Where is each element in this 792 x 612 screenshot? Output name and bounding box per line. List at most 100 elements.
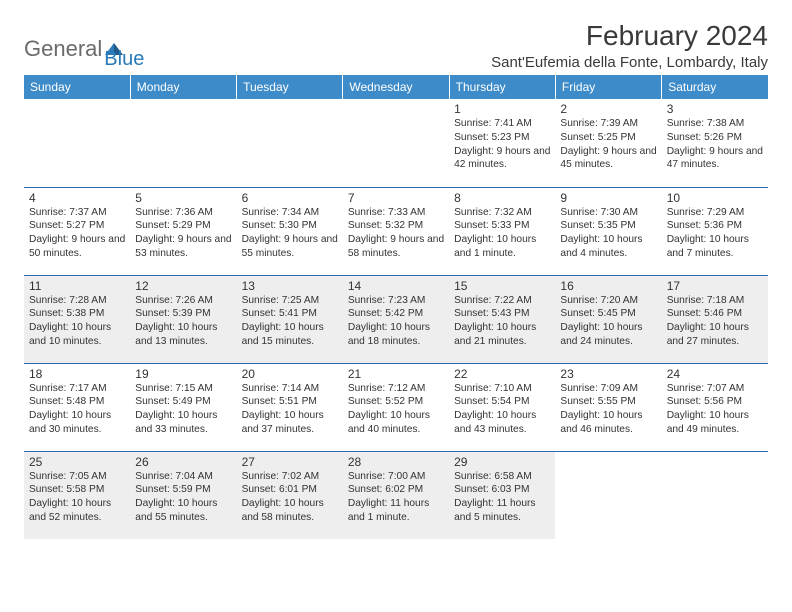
- daylight-line: Daylight: 10 hours and 46 minutes.: [560, 409, 656, 437]
- location-subtitle: Sant'Eufemia della Fonte, Lombardy, Ital…: [491, 54, 768, 71]
- day-number: 25: [29, 455, 125, 469]
- sunset-line: Sunset: 5:36 PM: [667, 219, 763, 233]
- sunset-line: Sunset: 5:43 PM: [454, 307, 550, 321]
- day-header: Tuesday: [237, 75, 343, 99]
- sunrise-line: Sunrise: 7:30 AM: [560, 206, 656, 220]
- daylight-line: Daylight: 11 hours and 5 minutes.: [454, 497, 550, 525]
- daylight-line: Daylight: 9 hours and 47 minutes.: [667, 145, 763, 173]
- sunrise-line: Sunrise: 7:32 AM: [454, 206, 550, 220]
- sunset-line: Sunset: 5:48 PM: [29, 395, 125, 409]
- day-number: 15: [454, 279, 550, 293]
- sunrise-line: Sunrise: 7:26 AM: [135, 294, 231, 308]
- day-number: 22: [454, 367, 550, 381]
- sunset-line: Sunset: 6:03 PM: [454, 483, 550, 497]
- calendar-day-cell: 26Sunrise: 7:04 AMSunset: 5:59 PMDayligh…: [130, 451, 236, 539]
- sunset-line: Sunset: 5:49 PM: [135, 395, 231, 409]
- daylight-line: Daylight: 10 hours and 43 minutes.: [454, 409, 550, 437]
- logo-text-blue: Blue: [104, 48, 144, 71]
- sunset-line: Sunset: 5:42 PM: [348, 307, 444, 321]
- calendar-week-row: 11Sunrise: 7:28 AMSunset: 5:38 PMDayligh…: [24, 275, 768, 363]
- sunset-line: Sunset: 5:35 PM: [560, 219, 656, 233]
- calendar-empty-cell: [555, 451, 661, 539]
- sunrise-line: Sunrise: 7:00 AM: [348, 470, 444, 484]
- header: General Blue February 2024 Sant'Eufemia …: [24, 20, 768, 71]
- daylight-line: Daylight: 10 hours and 37 minutes.: [242, 409, 338, 437]
- calendar-empty-cell: [662, 451, 768, 539]
- sunrise-line: Sunrise: 7:12 AM: [348, 382, 444, 396]
- calendar-day-cell: 19Sunrise: 7:15 AMSunset: 5:49 PMDayligh…: [130, 363, 236, 451]
- calendar-day-cell: 29Sunrise: 6:58 AMSunset: 6:03 PMDayligh…: [449, 451, 555, 539]
- daylight-line: Daylight: 10 hours and 15 minutes.: [242, 321, 338, 349]
- calendar-empty-cell: [24, 99, 130, 187]
- day-number: 10: [667, 191, 763, 205]
- day-number: 20: [242, 367, 338, 381]
- sunrise-line: Sunrise: 7:09 AM: [560, 382, 656, 396]
- day-number: 17: [667, 279, 763, 293]
- day-number: 24: [667, 367, 763, 381]
- sunset-line: Sunset: 5:54 PM: [454, 395, 550, 409]
- daylight-line: Daylight: 10 hours and 40 minutes.: [348, 409, 444, 437]
- daylight-line: Daylight: 10 hours and 7 minutes.: [667, 233, 763, 261]
- sunset-line: Sunset: 5:27 PM: [29, 219, 125, 233]
- day-number: 14: [348, 279, 444, 293]
- sunrise-line: Sunrise: 7:22 AM: [454, 294, 550, 308]
- calendar-day-cell: 21Sunrise: 7:12 AMSunset: 5:52 PMDayligh…: [343, 363, 449, 451]
- daylight-line: Daylight: 9 hours and 45 minutes.: [560, 145, 656, 173]
- day-number: 1: [454, 102, 550, 116]
- daylight-line: Daylight: 10 hours and 27 minutes.: [667, 321, 763, 349]
- sunrise-line: Sunrise: 7:29 AM: [667, 206, 763, 220]
- day-header: Thursday: [449, 75, 555, 99]
- day-number: 4: [29, 191, 125, 205]
- calendar-day-cell: 14Sunrise: 7:23 AMSunset: 5:42 PMDayligh…: [343, 275, 449, 363]
- sunrise-line: Sunrise: 7:33 AM: [348, 206, 444, 220]
- logo: General Blue: [24, 26, 144, 71]
- calendar-day-cell: 17Sunrise: 7:18 AMSunset: 5:46 PMDayligh…: [662, 275, 768, 363]
- sunrise-line: Sunrise: 7:14 AM: [242, 382, 338, 396]
- daylight-line: Daylight: 10 hours and 55 minutes.: [135, 497, 231, 525]
- calendar-table: SundayMondayTuesdayWednesdayThursdayFrid…: [24, 75, 768, 539]
- sunset-line: Sunset: 5:30 PM: [242, 219, 338, 233]
- calendar-day-cell: 22Sunrise: 7:10 AMSunset: 5:54 PMDayligh…: [449, 363, 555, 451]
- daylight-line: Daylight: 10 hours and 24 minutes.: [560, 321, 656, 349]
- daylight-line: Daylight: 10 hours and 18 minutes.: [348, 321, 444, 349]
- page-title: February 2024: [491, 20, 768, 52]
- calendar-day-cell: 28Sunrise: 7:00 AMSunset: 6:02 PMDayligh…: [343, 451, 449, 539]
- sunrise-line: Sunrise: 7:34 AM: [242, 206, 338, 220]
- day-header: Saturday: [662, 75, 768, 99]
- sunset-line: Sunset: 5:32 PM: [348, 219, 444, 233]
- day-header: Friday: [555, 75, 661, 99]
- sunset-line: Sunset: 5:46 PM: [667, 307, 763, 321]
- sunrise-line: Sunrise: 7:05 AM: [29, 470, 125, 484]
- sunset-line: Sunset: 5:33 PM: [454, 219, 550, 233]
- daylight-line: Daylight: 10 hours and 30 minutes.: [29, 409, 125, 437]
- calendar-day-cell: 4Sunrise: 7:37 AMSunset: 5:27 PMDaylight…: [24, 187, 130, 275]
- sunrise-line: Sunrise: 7:18 AM: [667, 294, 763, 308]
- sunrise-line: Sunrise: 7:39 AM: [560, 117, 656, 131]
- sunset-line: Sunset: 5:29 PM: [135, 219, 231, 233]
- sunrise-line: Sunrise: 7:28 AM: [29, 294, 125, 308]
- day-header: Wednesday: [343, 75, 449, 99]
- calendar-empty-cell: [237, 99, 343, 187]
- sunset-line: Sunset: 5:56 PM: [667, 395, 763, 409]
- day-number: 23: [560, 367, 656, 381]
- title-block: February 2024 Sant'Eufemia della Fonte, …: [491, 20, 768, 71]
- day-number: 29: [454, 455, 550, 469]
- sunset-line: Sunset: 6:01 PM: [242, 483, 338, 497]
- daylight-line: Daylight: 10 hours and 49 minutes.: [667, 409, 763, 437]
- sunrise-line: Sunrise: 6:58 AM: [454, 470, 550, 484]
- day-number: 2: [560, 102, 656, 116]
- day-number: 11: [29, 279, 125, 293]
- sunrise-line: Sunrise: 7:15 AM: [135, 382, 231, 396]
- sunset-line: Sunset: 5:25 PM: [560, 131, 656, 145]
- sunset-line: Sunset: 6:02 PM: [348, 483, 444, 497]
- calendar-day-cell: 12Sunrise: 7:26 AMSunset: 5:39 PMDayligh…: [130, 275, 236, 363]
- daylight-line: Daylight: 10 hours and 10 minutes.: [29, 321, 125, 349]
- sunrise-line: Sunrise: 7:20 AM: [560, 294, 656, 308]
- day-number: 21: [348, 367, 444, 381]
- calendar-day-cell: 15Sunrise: 7:22 AMSunset: 5:43 PMDayligh…: [449, 275, 555, 363]
- calendar-day-cell: 13Sunrise: 7:25 AMSunset: 5:41 PMDayligh…: [237, 275, 343, 363]
- daylight-line: Daylight: 10 hours and 52 minutes.: [29, 497, 125, 525]
- day-number: 28: [348, 455, 444, 469]
- day-number: 7: [348, 191, 444, 205]
- sunset-line: Sunset: 5:41 PM: [242, 307, 338, 321]
